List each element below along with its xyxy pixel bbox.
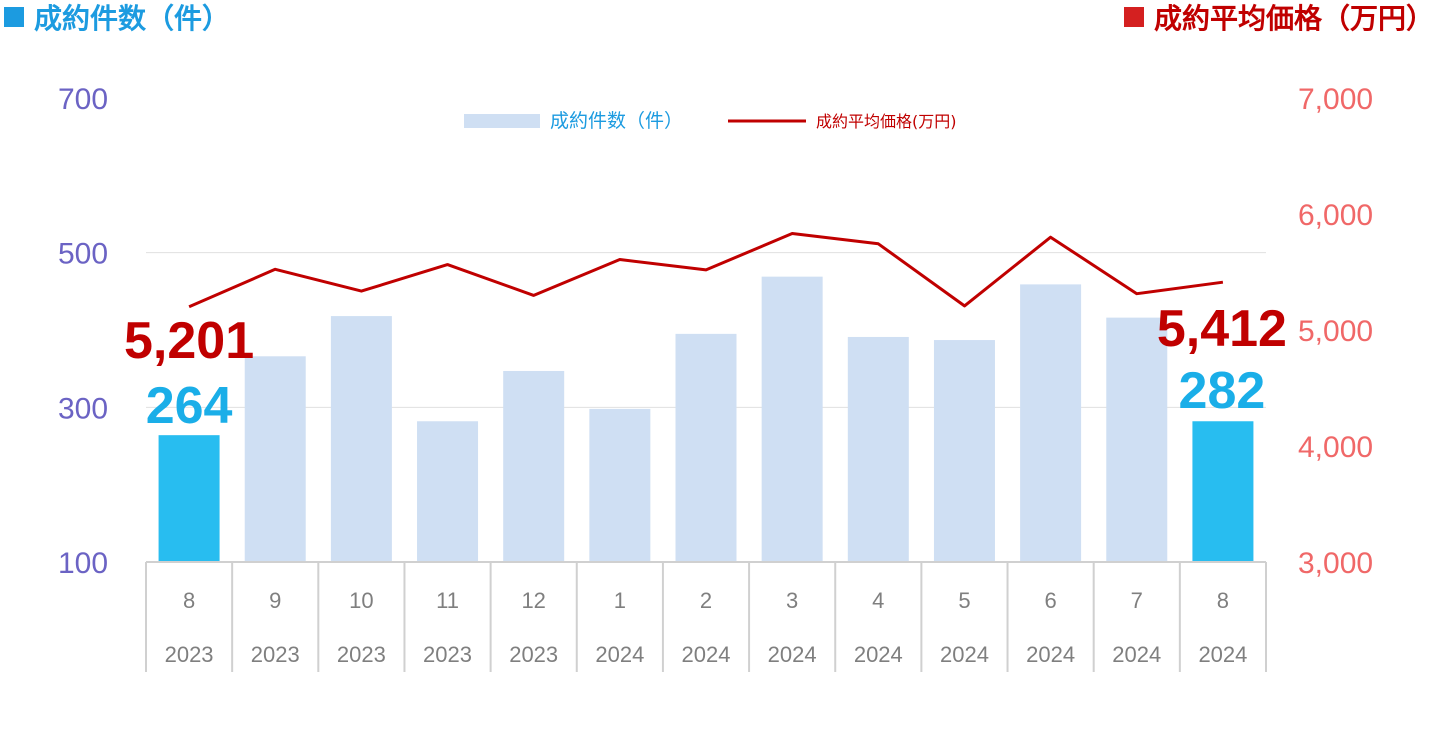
right-axis-title-text: 成約平均価格（万円） — [1153, 2, 1434, 35]
right-axis-tick-label: 5,000 — [1298, 315, 1373, 348]
blue-square-icon — [4, 7, 24, 27]
left-axis-tick-label: 500 — [58, 238, 108, 271]
right-axis-tick-label: 3,000 — [1298, 547, 1373, 580]
x-tick-year: 2024 — [1112, 642, 1161, 667]
x-tick-month: 10 — [349, 588, 373, 613]
x-tick-month: 8 — [183, 588, 195, 613]
x-tick-month: 2 — [700, 588, 712, 613]
legend-line-label: 成約平均価格(万円) — [816, 112, 957, 131]
left-axis-title-text: 成約件数（件） — [34, 2, 231, 35]
x-tick-year: 2023 — [423, 642, 472, 667]
legend-bar-label: 成約件数（件） — [550, 110, 683, 132]
count-data-label: 264 — [146, 377, 233, 435]
right-axis-title: 成約平均価格（万円） — [1123, 0, 1434, 38]
x-tick-year: 2024 — [768, 642, 817, 667]
left-axis-tick-label: 100 — [58, 547, 108, 580]
x-tick-month: 8 — [1217, 588, 1229, 613]
x-tick-month: 3 — [786, 588, 798, 613]
x-tick-year: 2024 — [595, 642, 644, 667]
count-data-label: 282 — [1179, 362, 1266, 420]
x-tick-year: 2023 — [251, 642, 300, 667]
price-data-label: 5,412 — [1157, 300, 1287, 358]
bar — [589, 408, 651, 562]
bar-highlight — [158, 435, 220, 562]
red-square-icon — [1123, 7, 1144, 27]
x-tick-year: 2023 — [337, 642, 386, 667]
x-tick-month: 5 — [958, 588, 970, 613]
legend-bar-swatch — [464, 114, 540, 128]
bar — [417, 421, 479, 562]
right-axis-tick-label: 4,000 — [1298, 431, 1373, 464]
x-tick-year: 2024 — [682, 642, 731, 667]
x-tick-year: 2024 — [1198, 642, 1247, 667]
bar — [503, 370, 565, 562]
right-axis-tick-label: 7,000 — [1298, 83, 1373, 116]
x-tick-year: 2023 — [165, 642, 214, 667]
left-axis-title: 成約件数（件） — [4, 0, 230, 38]
x-tick-year: 2023 — [509, 642, 558, 667]
bar — [675, 333, 737, 562]
x-tick-year: 2024 — [1026, 642, 1075, 667]
x-tick-month: 12 — [521, 588, 545, 613]
bar — [847, 336, 909, 562]
x-tick-year: 2024 — [854, 642, 903, 667]
x-tick-month: 7 — [1131, 588, 1143, 613]
x-tick-month: 1 — [614, 588, 626, 613]
x-tick-year: 2024 — [940, 642, 989, 667]
x-tick-month: 6 — [1044, 588, 1056, 613]
left-axis-tick-label: 700 — [58, 83, 108, 116]
bar — [330, 316, 392, 562]
bar — [1020, 284, 1082, 562]
x-tick-month: 9 — [269, 588, 281, 613]
bar — [244, 356, 306, 562]
right-axis-tick-label: 6,000 — [1298, 199, 1373, 232]
x-tick-month: 11 — [436, 588, 459, 613]
bar — [761, 276, 823, 562]
x-tick-month: 4 — [872, 588, 884, 613]
bar — [933, 340, 995, 562]
bar-highlight — [1192, 421, 1254, 562]
bar — [1106, 317, 1168, 562]
price-data-label: 5,201 — [124, 312, 254, 370]
left-axis-tick-label: 300 — [58, 392, 108, 425]
price-line — [188, 232, 1224, 309]
